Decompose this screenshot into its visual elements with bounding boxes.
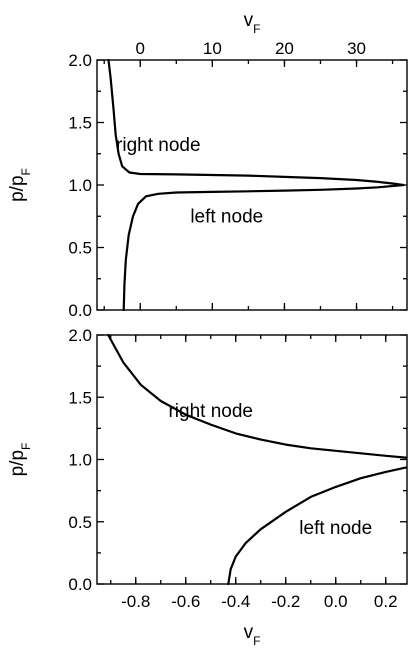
y-tick-label: 1.0 xyxy=(68,451,92,470)
x-tick-label: -0.4 xyxy=(221,592,250,611)
plot-frame xyxy=(96,334,408,585)
y-axis-label-subscript: F xyxy=(19,168,33,175)
x-axis-label-main: v xyxy=(244,622,254,643)
right-node-curve xyxy=(107,333,407,459)
y-tick-label: 1.5 xyxy=(68,388,92,407)
y-axis-label: p/pF xyxy=(7,168,33,202)
x-axis-label-subscript: F xyxy=(253,22,260,36)
x-axis-label: vF xyxy=(244,10,261,36)
x-tick-label: 0.0 xyxy=(324,592,348,611)
x-axis-label-main: v xyxy=(244,10,254,31)
y-tick-label: 0.0 xyxy=(68,301,92,320)
bottom-panel: 0.00.51.01.52.0-0.8 -0.6 -0.4 -0.2 0.0 0.2vFp… xyxy=(7,326,408,648)
left-node-curve xyxy=(227,466,407,586)
x-tick-label: 0 xyxy=(136,39,145,58)
annotation-label: left node xyxy=(190,206,263,227)
x-axis-label-subscript: F xyxy=(253,634,260,648)
y-tick-label: 1.5 xyxy=(68,114,92,133)
x-tick-label: 30 xyxy=(347,39,366,58)
x-tick-label: 10 xyxy=(203,39,222,58)
y-axis-label-subscript: F xyxy=(19,443,33,450)
y-axis-label: p/pF xyxy=(7,443,33,477)
right-node-curve xyxy=(107,58,405,187)
left-node-curve xyxy=(122,183,405,312)
x-axis-label: vF xyxy=(244,622,261,648)
y-tick-label: 2.0 xyxy=(68,51,92,70)
annotation-label: left node xyxy=(299,518,372,539)
x-tick-label: 20 xyxy=(275,39,294,58)
annotation-label: right node xyxy=(116,135,201,156)
y-tick-label: 0.5 xyxy=(68,239,92,258)
y-tick-label: 1.0 xyxy=(68,176,92,195)
annotation-label: right node xyxy=(168,401,253,422)
x-tick-label: -0.8 xyxy=(121,592,150,611)
y-tick-label: 0.0 xyxy=(68,575,92,594)
x-tick-label: 0.2 xyxy=(374,592,398,611)
y-axis-label-main: p/p xyxy=(7,450,28,476)
x-tick-label: -0.6 xyxy=(171,592,200,611)
plot-frame xyxy=(96,59,408,311)
y-axis-label-main: p/p xyxy=(7,175,28,201)
y-tick-label: 0.5 xyxy=(68,513,92,532)
y-tick-label: 2.0 xyxy=(68,326,92,345)
x-tick-label: -0.2 xyxy=(271,592,300,611)
